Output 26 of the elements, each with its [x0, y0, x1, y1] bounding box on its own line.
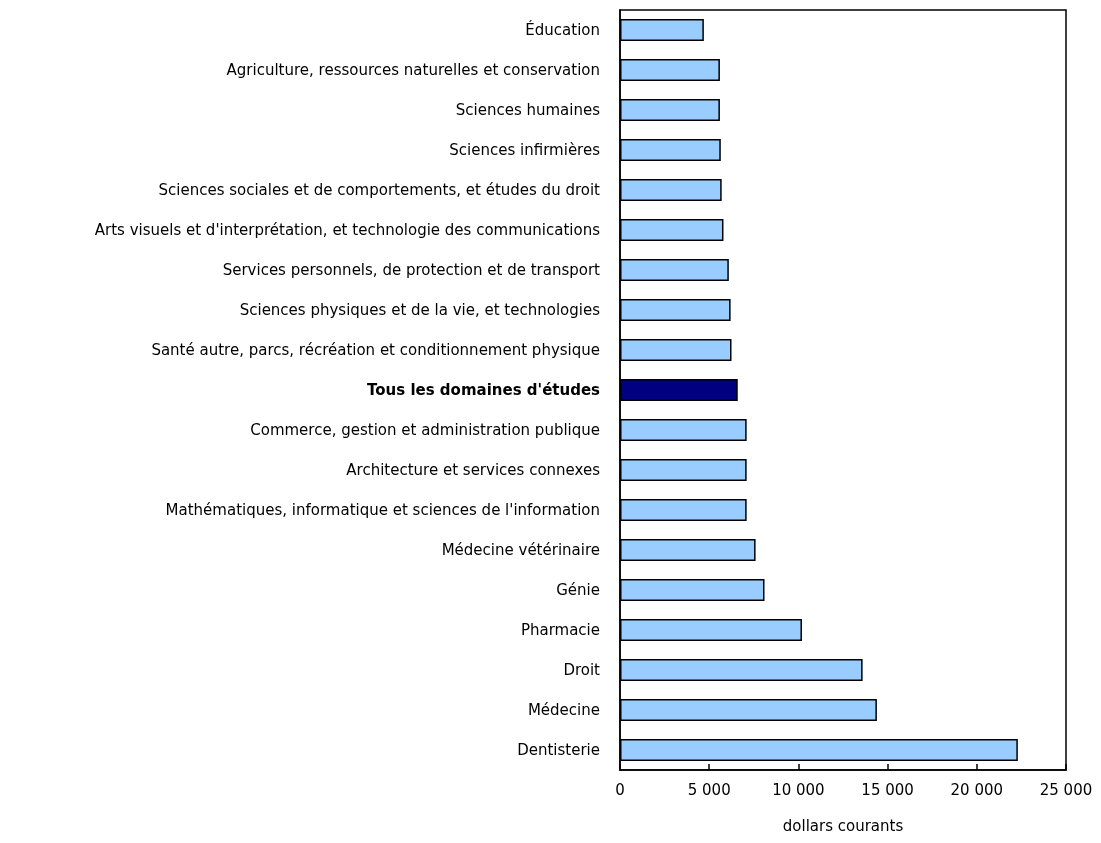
- y-tick-label: Éducation: [525, 20, 600, 39]
- x-tick-label: 20 000: [950, 780, 1004, 799]
- y-tick-label: Sciences humaines: [455, 101, 601, 119]
- y-tick-label: Tous les domaines d'études: [367, 381, 601, 399]
- y-tick-label: Génie: [556, 581, 600, 599]
- y-tick-label: Architecture et services connexes: [346, 461, 601, 479]
- y-tick-label: Arts visuels et d'interprétation, et technologie des communications: [94, 221, 601, 239]
- y-tick-label: Mathématiques, informatique et sciences de l'information: [165, 501, 600, 519]
- x-tick-label: 5 000: [687, 780, 731, 799]
- y-tick-label: Médecine vétérinaire: [441, 541, 600, 559]
- x-axis-title: dollars courants: [782, 816, 904, 835]
- y-tick-label: Sciences infirmières: [449, 141, 601, 159]
- x-tick-label: 15 000: [861, 780, 914, 799]
- y-tick-label: Agriculture, ressources naturelles et conservation: [226, 61, 600, 79]
- y-tick-label: Droit: [563, 661, 601, 679]
- y-tick-label: Sciences physiques et de la vie, et technologies: [239, 301, 601, 319]
- y-tick-label: Commerce, gestion et administration publique: [250, 421, 600, 439]
- y-tick-label: Santé autre, parcs, récréation et conditionnement physique: [151, 341, 600, 359]
- y-tick-label: Pharmacie: [520, 621, 600, 639]
- x-tick-label: 10 000: [772, 780, 825, 799]
- x-tick-label: 25 000: [1039, 780, 1093, 799]
- y-tick-label: Sciences sociales et de comportements, et études du droit: [158, 181, 601, 199]
- y-tick-label: Dentisterie: [517, 741, 600, 759]
- y-tick-label: Médecine: [527, 701, 600, 719]
- y-tick-label: Services personnels, de protection et de transport: [222, 261, 601, 279]
- x-tick-label: 0: [615, 780, 625, 799]
